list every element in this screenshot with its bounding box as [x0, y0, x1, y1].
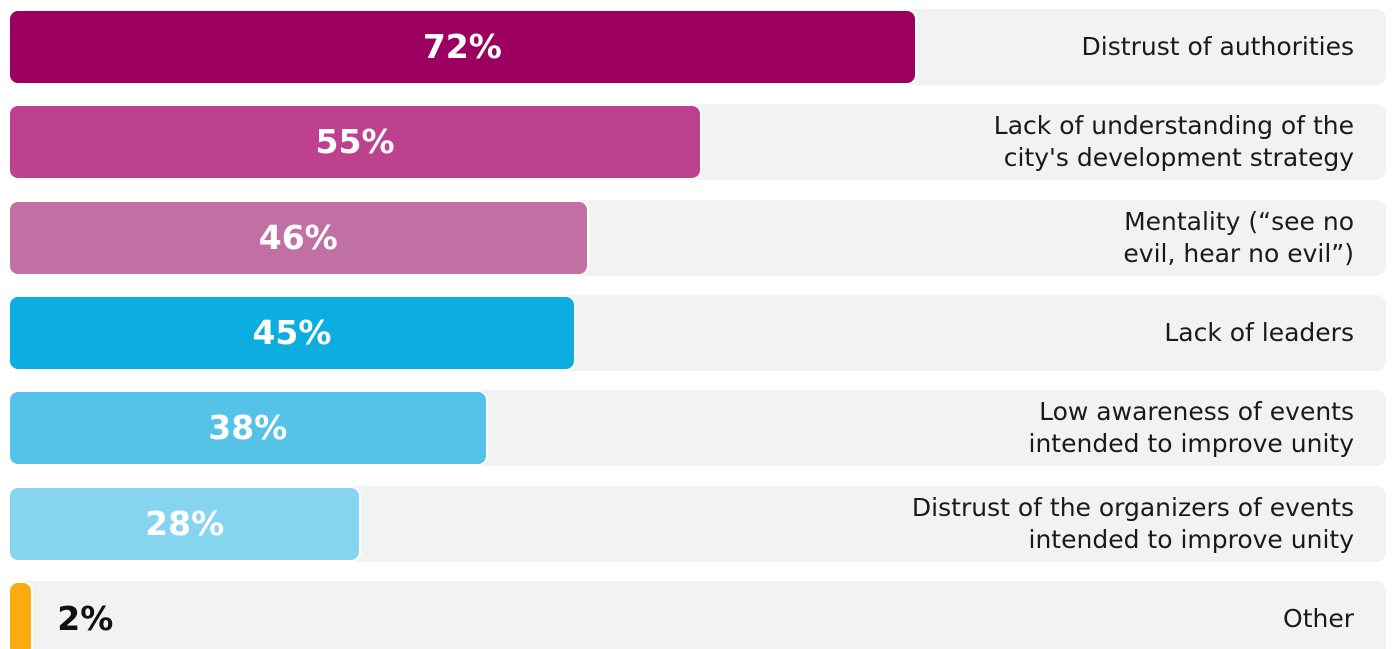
- row-track: 28% Distrust of the organizers of events …: [8, 485, 1386, 562]
- bar: [8, 104, 703, 181]
- row-track: 72% Distrust of authorities: [8, 9, 1386, 85]
- category-label: Other: [1283, 603, 1354, 633]
- bar: [8, 294, 576, 371]
- category-label-box: Mentality (“see no evil, hear no evil”): [1123, 200, 1354, 276]
- value-label: 38%: [208, 408, 288, 448]
- value-label: 55%: [315, 122, 395, 162]
- row-track: 46% Mentality (“see no evil, hear no evil…: [8, 199, 1386, 276]
- category-label-box: Lack of leaders: [1164, 295, 1354, 371]
- category-label-box: Low awareness of events intended to impr…: [1029, 390, 1354, 466]
- value-label: 28%: [145, 503, 225, 543]
- bar: [8, 485, 362, 562]
- category-label: Lack of leaders: [1164, 317, 1354, 347]
- bar: [8, 199, 589, 276]
- row-track: 45% Lack of leaders: [8, 294, 1386, 371]
- bar: [8, 390, 488, 467]
- category-label: Mentality (“see no evil, hear no evil”): [1123, 206, 1354, 268]
- bar: [8, 580, 34, 649]
- value-label: 45%: [252, 312, 332, 352]
- category-label-box: Distrust of the organizers of events int…: [912, 486, 1354, 562]
- value-label: 46%: [258, 217, 338, 257]
- category-label: Lack of understanding of the city's deve…: [993, 111, 1354, 173]
- category-label: Distrust of authorities: [1081, 32, 1354, 61]
- row-track: 2% Other: [8, 580, 1386, 649]
- bar: [8, 9, 917, 85]
- category-label: Low awareness of events intended to impr…: [1028, 397, 1354, 459]
- category-label-box: Other: [1283, 581, 1354, 649]
- category-label-box: Distrust of authorities: [1082, 9, 1354, 85]
- value-label: 2%: [57, 598, 114, 638]
- row-track: 55% Lack of understanding of the city's d…: [8, 104, 1386, 181]
- row-track: 38% Low awareness of events intended to i…: [8, 390, 1386, 467]
- category-label-box: Lack of understanding of the city's deve…: [994, 104, 1354, 180]
- category-label: Distrust of the organizers of events int…: [911, 492, 1354, 554]
- value-label: 72%: [422, 27, 502, 66]
